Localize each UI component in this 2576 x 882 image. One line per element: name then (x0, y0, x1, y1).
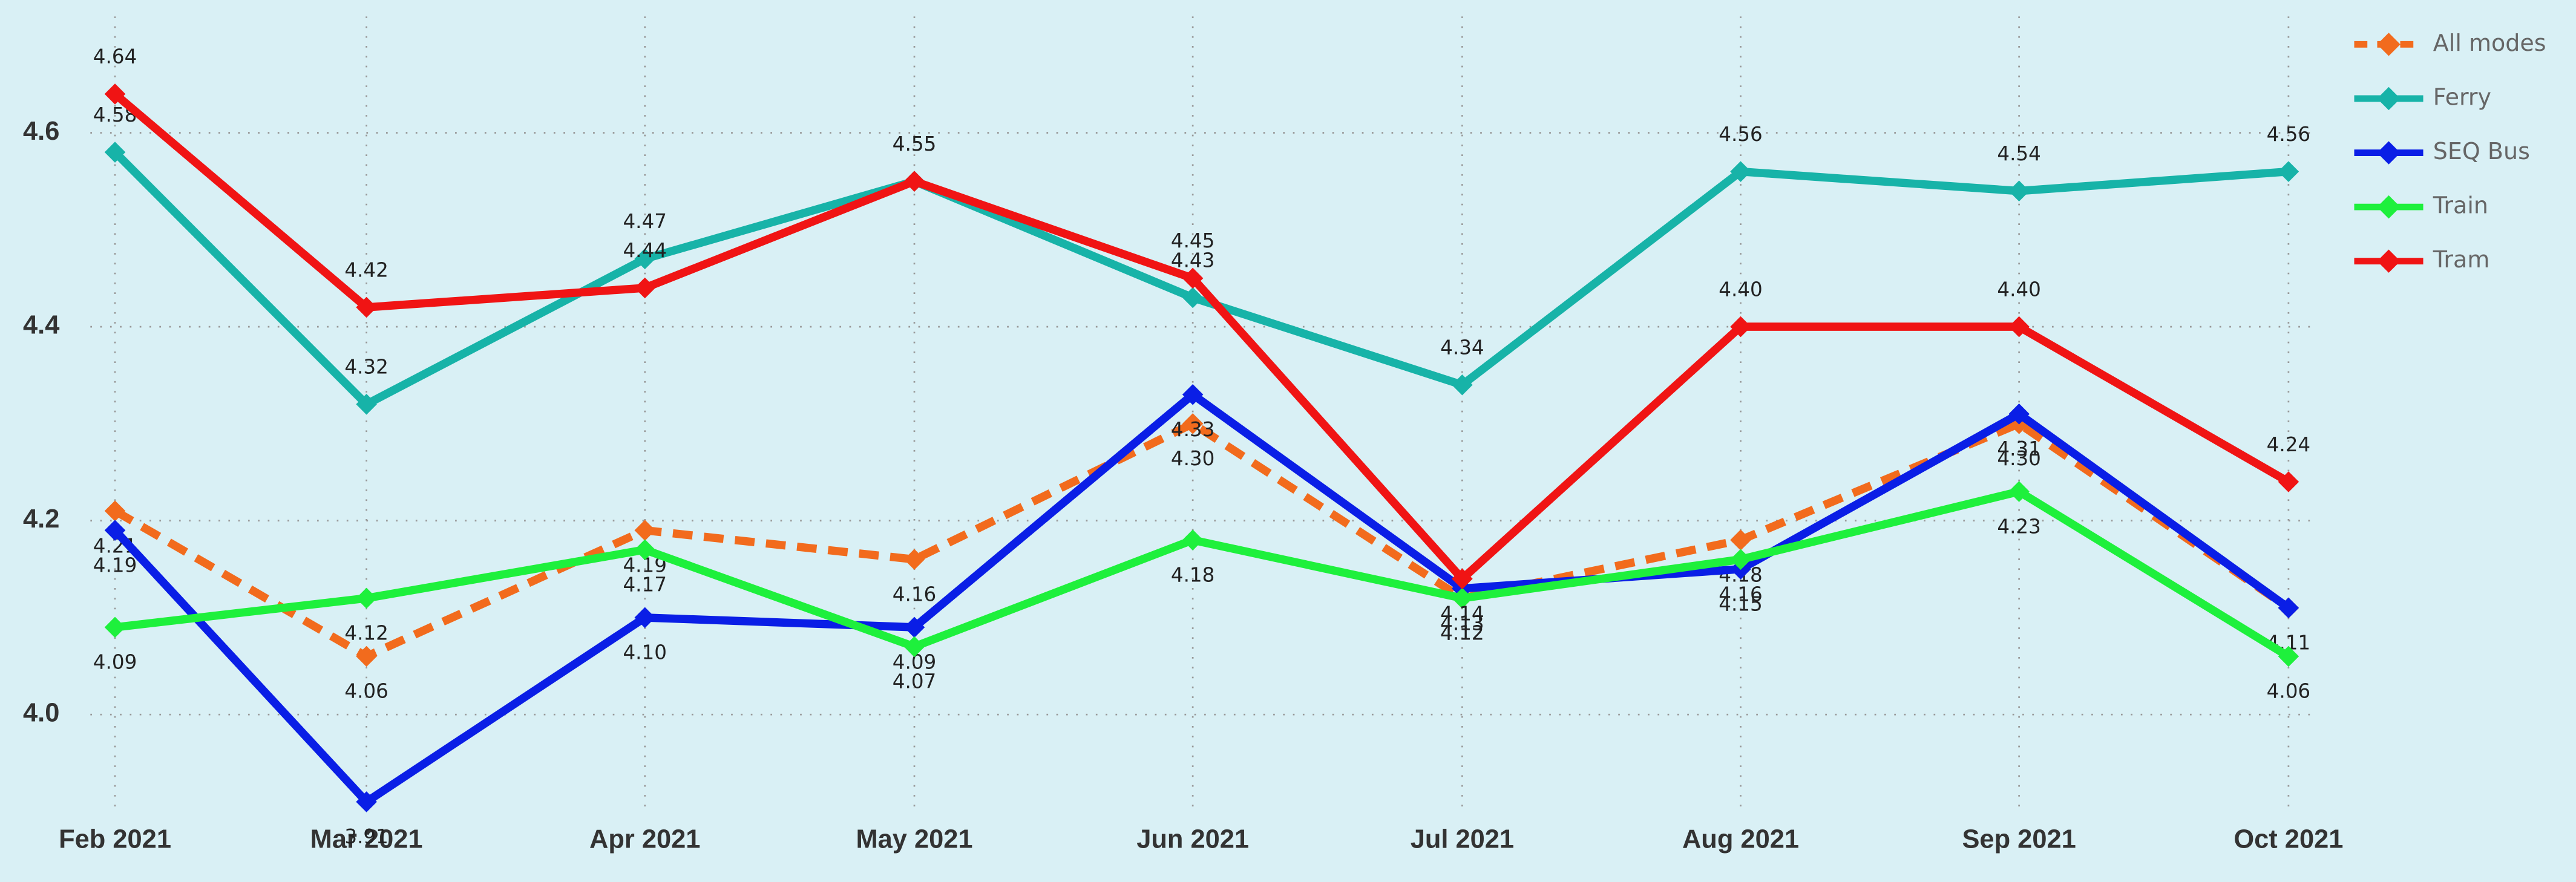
value-label: 4.19 (93, 554, 137, 577)
value-label: 4.33 (1171, 418, 1215, 441)
legend-marker (2377, 249, 2401, 273)
x-tick-label: Jun 2021 (1136, 825, 1249, 854)
value-label: 4.06 (344, 680, 388, 703)
value-label: 4.42 (344, 258, 388, 281)
value-label: 4.30 (1997, 447, 2041, 470)
point-marker (1182, 413, 1204, 434)
value-label: 4.12 (344, 622, 388, 645)
legend-label: Ferry (2433, 83, 2491, 110)
value-label: 4.32 (344, 356, 388, 379)
x-tick-label: Aug 2021 (1682, 825, 1799, 854)
value-label: 4.09 (93, 651, 137, 674)
value-label: 4.07 (893, 670, 937, 693)
point-marker (104, 520, 126, 541)
point-marker (356, 791, 377, 812)
y-tick-label: 4.6 (23, 117, 59, 146)
y-tick-label: 4.2 (23, 505, 59, 534)
value-label: 4.54 (1997, 142, 2041, 165)
value-label: 4.40 (1997, 278, 2041, 301)
legend-label: Train (2433, 192, 2488, 219)
x-tick-label: Jul 2021 (1411, 825, 1514, 854)
value-label: 4.47 (623, 210, 667, 233)
x-tick-label: Feb 2021 (59, 825, 171, 854)
value-label: 4.55 (893, 132, 937, 155)
value-label: 4.56 (2267, 123, 2311, 146)
value-label: 4.14 (1440, 603, 1484, 626)
value-label: 4.44 (623, 239, 667, 262)
value-label: 3.91 (344, 825, 388, 848)
value-label: 4.23 (1997, 515, 2041, 538)
value-label: 4.24 (2267, 433, 2311, 456)
value-label: 4.13 (1440, 612, 1484, 635)
legend-label: SEQ Bus (2433, 138, 2530, 165)
value-label: 4.30 (1171, 447, 1215, 470)
value-label: 4.16 (893, 583, 937, 606)
value-label: 4.12 (1440, 622, 1484, 645)
value-label: 4.40 (1719, 278, 1763, 301)
value-label: 4.06 (2267, 680, 2311, 703)
x-tick-label: May 2021 (856, 825, 972, 854)
value-label: 4.55 (893, 132, 937, 155)
legend-marker (2377, 195, 2401, 219)
point-marker (356, 645, 377, 667)
legend-label: All modes (2433, 30, 2546, 56)
value-label: 4.17 (623, 573, 667, 596)
value-label: 4.16 (1719, 583, 1763, 606)
point-marker (1182, 267, 1204, 289)
point-marker (1182, 287, 1204, 309)
legend-marker (2377, 87, 2401, 111)
legend-label: Tram (2433, 246, 2490, 273)
x-tick-label: Oct 2021 (2234, 825, 2343, 854)
y-tick-label: 4.4 (23, 311, 59, 340)
value-label: 4.45 (1171, 229, 1215, 252)
value-label: 4.56 (1719, 123, 1763, 146)
legend-marker (2377, 141, 2401, 165)
y-tick-label: 4.0 (23, 699, 59, 728)
point-marker (1182, 529, 1204, 550)
x-tick-label: Mar 2021 (310, 825, 423, 854)
x-tick-label: Sep 2021 (1962, 825, 2076, 854)
value-label: 4.31 (1997, 437, 2041, 460)
point-marker (356, 394, 377, 415)
value-label: 4.64 (93, 45, 137, 68)
point-marker (1182, 384, 1204, 405)
x-tick-label: Apr 2021 (589, 825, 700, 854)
legend-marker (2377, 33, 2401, 56)
value-label: 4.10 (623, 641, 667, 664)
value-label: 4.15 (1719, 593, 1763, 616)
point-marker (356, 296, 377, 318)
value-label: 4.18 (1171, 563, 1215, 586)
value-label: 4.34 (1440, 336, 1484, 359)
point-marker (104, 500, 126, 521)
value-label: 4.12 (1440, 622, 1484, 645)
